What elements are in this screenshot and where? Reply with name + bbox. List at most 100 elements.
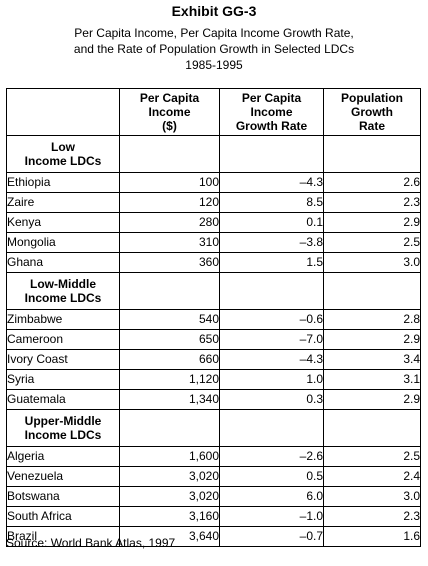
header-growth: Per Capita Income Growth Rate (219, 88, 324, 136)
country-cell: Algeria (6, 446, 120, 467)
population-growth-cell: 2.5 (323, 446, 421, 467)
header-population-line: Growth (351, 105, 393, 119)
growth-rate-cell: –1.0 (219, 506, 324, 527)
country-cell: South Africa (6, 506, 120, 527)
population-growth-cell: 3.0 (323, 252, 421, 273)
income-cell: 360 (119, 252, 220, 273)
country-cell: Kenya (6, 212, 120, 233)
group-label: Low-Middle Income LDCs (6, 272, 120, 310)
growth-rate-cell: –2.6 (219, 446, 324, 467)
population-growth-cell: 3.0 (323, 486, 421, 507)
group-label-line: Income LDCs (24, 428, 102, 442)
growth-rate-cell: 0.1 (219, 212, 324, 233)
group-label-line: Low (51, 140, 75, 154)
growth-rate-cell: 1.5 (219, 252, 324, 273)
growth-rate-cell: –7.0 (219, 329, 324, 350)
growth-rate-cell: 0.3 (219, 389, 324, 410)
population-growth-cell: 2.3 (323, 192, 421, 213)
table-row: Zimbabwe 540 –0.6 2.8 (6, 309, 421, 330)
header-growth-line: Growth Rate (235, 119, 308, 133)
country-cell: Ethiopia (6, 172, 120, 193)
exhibit-title: Exhibit GG-3 (171, 3, 257, 19)
group-empty-cell (119, 135, 220, 173)
header-row: Per Capita Income ($) Per Capita Income … (6, 88, 421, 136)
population-growth-cell: 2.9 (323, 329, 421, 350)
table-row: Guatemala 1,340 0.3 2.9 (6, 389, 421, 410)
population-growth-cell: 3.4 (323, 349, 421, 370)
income-cell: 650 (119, 329, 220, 350)
income-cell: 3,160 (119, 506, 220, 527)
population-growth-cell: 2.4 (323, 466, 421, 487)
header-income: Per Capita Income ($) (119, 88, 220, 136)
income-cell: 100 (119, 172, 220, 193)
subtitle-date-range: 1985-1995 (185, 58, 243, 72)
population-growth-cell: 2.6 (323, 172, 421, 193)
population-growth-cell: 3.1 (323, 369, 421, 390)
header-population: Population Growth Rate (323, 88, 421, 136)
country-cell: Venezuela (6, 466, 120, 487)
group-empty-cell (219, 135, 324, 173)
ldc-income-table: Per Capita Income ($) Per Capita Income … (6, 88, 421, 547)
group-empty-cell (323, 272, 421, 310)
table-subtitle: Per Capita Income, Per Capita Income Gro… (0, 25, 428, 73)
income-cell: 1,120 (119, 369, 220, 390)
table-row: Zaire 120 8.5 2.3 (6, 192, 421, 213)
growth-rate-cell: –0.7 (219, 526, 324, 547)
group-header-row: Low Income LDCs (6, 135, 421, 173)
header-income-line: Income (148, 105, 191, 119)
group-empty-cell (119, 409, 220, 447)
population-growth-cell: 2.9 (323, 389, 421, 410)
population-growth-cell: 1.6 (323, 526, 421, 547)
group-label: Upper-Middle Income LDCs (6, 409, 120, 447)
country-cell: Brazil (6, 526, 120, 547)
income-cell: 3,020 (119, 466, 220, 487)
country-cell: Zimbabwe (6, 309, 120, 330)
table-row: Botswana 3,020 6.0 3.0 (6, 486, 421, 507)
subtitle-line: Per Capita Income, Per Capita Income Gro… (74, 26, 354, 40)
income-cell: 660 (119, 349, 220, 370)
table-row: Brazil 3,640 –0.7 1.6 (6, 526, 421, 547)
table-row: Cameroon 650 –7.0 2.9 (6, 329, 421, 350)
country-cell: Syria (6, 369, 120, 390)
income-cell: 540 (119, 309, 220, 330)
header-population-line: Population (341, 91, 403, 105)
group-label-line: Income LDCs (24, 154, 102, 168)
population-growth-cell: 2.8 (323, 309, 421, 330)
group-header-row: Upper-Middle Income LDCs (6, 409, 421, 447)
country-cell: Cameroon (6, 329, 120, 350)
growth-rate-cell: 6.0 (219, 486, 324, 507)
table-row: Syria 1,120 1.0 3.1 (6, 369, 421, 390)
header-empty (6, 88, 120, 136)
table-row: Kenya 280 0.1 2.9 (6, 212, 421, 233)
income-cell: 280 (119, 212, 220, 233)
subtitle-line: and the Rate of Population Growth in Sel… (73, 42, 355, 56)
table-row: Ghana 360 1.5 3.0 (6, 252, 421, 273)
table-row: Ivory Coast 660 –4.3 3.4 (6, 349, 421, 370)
table-row: Algeria 1,600 –2.6 2.5 (6, 446, 421, 467)
group-empty-cell (323, 135, 421, 173)
country-cell: Botswana (6, 486, 120, 507)
group-empty-cell (219, 272, 324, 310)
population-growth-cell: 2.5 (323, 232, 421, 253)
population-growth-cell: 2.9 (323, 212, 421, 233)
growth-rate-cell: –4.3 (219, 349, 324, 370)
growth-rate-cell: 0.5 (219, 466, 324, 487)
country-cell: Ivory Coast (6, 349, 120, 370)
country-cell: Guatemala (6, 389, 120, 410)
table-body: Low Income LDCs Ethiopia 100 –4.3 2.6 Zaire 120… (6, 135, 421, 547)
income-cell: 310 (119, 232, 220, 253)
group-empty-cell (323, 409, 421, 447)
population-growth-cell: 2.3 (323, 506, 421, 527)
table-row: Venezuela 3,020 0.5 2.4 (6, 466, 421, 487)
income-cell: 1,340 (119, 389, 220, 410)
growth-rate-cell: –4.3 (219, 172, 324, 193)
country-cell: Zaire (6, 192, 120, 213)
header-income-line: ($) (162, 119, 177, 133)
header-growth-line: Per Capita (241, 91, 302, 105)
growth-rate-cell: –0.6 (219, 309, 324, 330)
header-income-line: Per Capita (139, 91, 200, 105)
group-header-row: Low-Middle Income LDCs (6, 272, 421, 310)
growth-rate-cell: –3.8 (219, 232, 324, 253)
table-row: Mongolia 310 –3.8 2.5 (6, 232, 421, 253)
table-row: Ethiopia 100 –4.3 2.6 (6, 172, 421, 193)
